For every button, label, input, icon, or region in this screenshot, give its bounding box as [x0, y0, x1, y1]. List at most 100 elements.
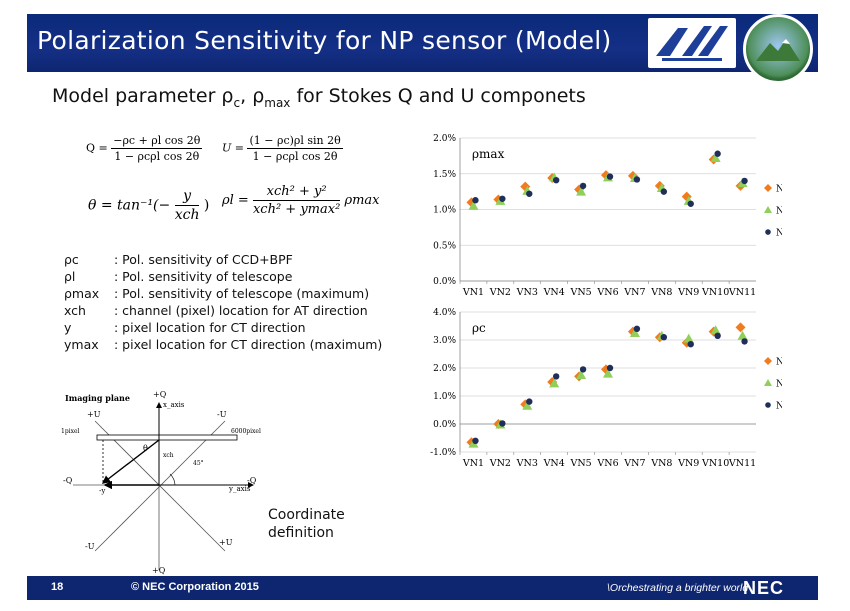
y-tick-label: 3.0% [433, 336, 456, 346]
plus-u-left-label: +U [87, 410, 101, 419]
plus-u-bottom-label: +U [219, 538, 233, 547]
legend-marker [764, 206, 772, 214]
x-tick-label: VN2 [489, 458, 511, 469]
definition-row: y: pixel location for CT direction [64, 320, 306, 335]
definition-row: ρmax: Pol. sensitivity of telescope (max… [64, 286, 370, 301]
y-tick-label: 0.0% [433, 420, 456, 430]
legend-label: NPL [776, 229, 782, 239]
data-point-npl [633, 325, 641, 332]
chart-annotation: ρmax [472, 147, 505, 161]
x-tick-label: VN3 [516, 287, 538, 298]
minus-u-right-label: -U [217, 410, 227, 419]
data-point-npl [552, 373, 560, 380]
data-point-npl [526, 190, 533, 197]
data-point-npl [552, 176, 560, 184]
legend-marker [764, 379, 772, 386]
nec-logo: NEC [743, 578, 785, 598]
x-ch-arrow [101, 439, 160, 484]
equation-q: Q = −ρc + ρl cos 2θ 1 − ρcρl cos 2θ [86, 134, 203, 163]
y-tick-label: 1.0% [433, 206, 456, 216]
minus-y-label: -y [99, 487, 105, 495]
equation-theta: θ = tan⁻¹(− y xch ) [88, 188, 210, 223]
y-tick-label: 2.0% [433, 364, 456, 374]
jaxa-logo [648, 18, 736, 68]
data-point-npl [741, 177, 748, 185]
data-point-npr [735, 322, 746, 333]
data-point-npl [714, 332, 721, 339]
y-tick-label: 4.0% [433, 308, 456, 318]
data-point-npr [681, 337, 692, 348]
y-tick-label: 2.0% [433, 134, 456, 144]
angle-label: 45° [193, 460, 204, 467]
data-point-npl [606, 364, 614, 372]
data-point-npn [468, 200, 479, 210]
parameter-definitions: ρc: Pol. sensitivity of CCD+BPF ρl: Pol.… [64, 251, 382, 353]
legend-label: NPN [776, 207, 782, 217]
x-tick-label: VN5 [569, 458, 591, 469]
x-tick-label: VN6 [596, 458, 618, 469]
legend-label: NPR [776, 185, 782, 195]
x-tick-label: VN11 [728, 287, 756, 298]
data-point-npn [522, 400, 533, 410]
x-tick-label: VN8 [650, 458, 672, 469]
page-number: 18 [51, 581, 64, 593]
minus-u-bottom-label: -U [85, 542, 95, 551]
pixel-6000-label: 6000pixel [231, 428, 261, 435]
chart-annotation: ρc [472, 321, 486, 335]
x-tick-label: VN4 [543, 287, 565, 298]
data-point-npl [499, 420, 506, 427]
minus-q-left-label: -Q [63, 476, 73, 485]
data-point-npn [576, 370, 587, 379]
data-point-npl [472, 437, 479, 444]
imaging-plane-label: Imaging plane [65, 393, 130, 403]
x-tick-label: VN9 [677, 458, 699, 469]
angle-arc [169, 473, 176, 486]
y-tick-label: 0.0% [433, 277, 456, 287]
data-point-npn [710, 325, 721, 335]
data-point-npn [710, 153, 721, 163]
x-tick-label: VN7 [623, 287, 645, 298]
data-point-npn [737, 330, 748, 340]
data-point-npl [660, 334, 668, 341]
x-tick-label: VN1 [462, 287, 484, 298]
rho-c-chart: -1.0% 0.0% 1.0% 2.0% 3.0% 4.0% VN1 VN2 VN3 VN4 VN5… [430, 308, 782, 469]
legend-marker [765, 402, 771, 408]
data-point-npl [472, 197, 479, 204]
legend-marker [764, 184, 772, 193]
y-tick-label: 1.5% [433, 170, 456, 180]
data-point-npl [741, 338, 748, 345]
legend-marker [764, 357, 772, 365]
plus-q-bottom-label: +Q [152, 566, 166, 575]
equation-u: U = (1 − ρc)ρl sin 2θ 1 − ρcρl cos 2θ [222, 134, 343, 163]
y-axis-label: y_axis [228, 485, 251, 493]
definition-row: ρc: Pol. sensitivity of CCD+BPF [64, 252, 293, 267]
x-tick-label: VN2 [489, 287, 511, 298]
y-tick-label: -1.0% [430, 448, 456, 458]
x-tick-label: VN11 [728, 458, 756, 469]
x-tick-label: VN6 [596, 287, 618, 298]
data-point-npn [683, 333, 694, 343]
xch-label: xch [163, 452, 174, 459]
y-tick-label: 0.5% [433, 241, 456, 251]
data-point-npl [579, 182, 587, 190]
gcom-c-logo [743, 14, 813, 84]
data-point-npl [660, 188, 668, 195]
minus-q-right-label: -Q [247, 476, 257, 485]
x-axis-label: x_axis [163, 401, 185, 409]
x-tick-label: VN3 [516, 458, 538, 469]
data-point-npl [499, 195, 506, 202]
data-point-npl [579, 366, 587, 373]
slide-subtitle: Model parameter ρc, ρmax for Stokes Q an… [52, 85, 586, 110]
data-point-npl [526, 398, 533, 405]
slide-header: Polarization Sensitivity for NP sensor (… [27, 14, 818, 84]
data-point-npl [687, 200, 694, 207]
coordinate-definition-note: Coordinate definition [268, 507, 345, 541]
legend-label: NPN [776, 380, 782, 390]
data-point-npl [687, 341, 694, 348]
data-point-npn [576, 186, 587, 196]
definition-row: xch: channel (pixel) location for AT dir… [64, 303, 368, 318]
data-point-npl [633, 176, 641, 183]
legend-marker [765, 229, 771, 235]
definition-row: ρl: Pol. sensitivity of telescope [64, 269, 293, 284]
tagline: \Orchestrating a brighter world [607, 582, 749, 594]
